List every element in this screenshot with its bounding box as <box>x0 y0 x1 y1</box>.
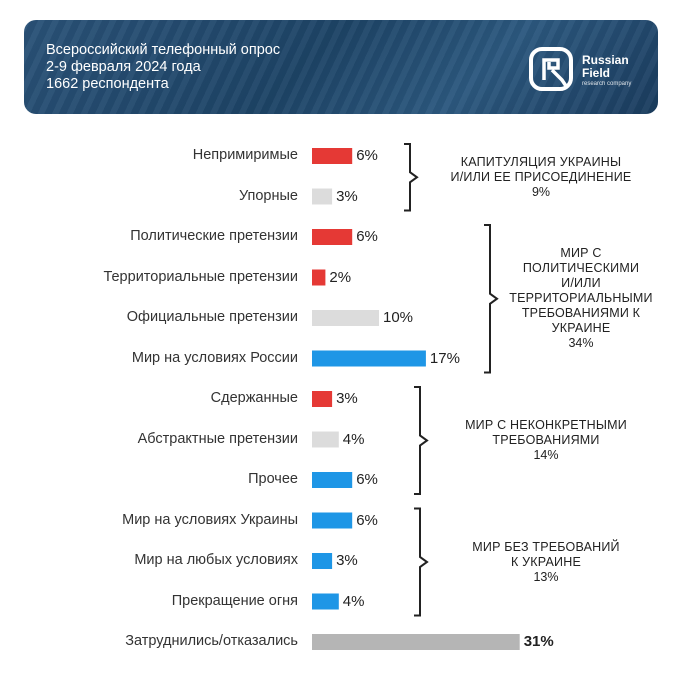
group-bracket <box>484 224 499 374</box>
survey-respondents: 1662 респондента <box>46 76 169 92</box>
value-label: 6% <box>356 471 378 488</box>
bar <box>312 431 339 448</box>
group-percent: 34% <box>568 336 594 351</box>
russian-field-logo: Russian Field research company <box>528 46 648 92</box>
bar <box>312 512 353 529</box>
logo-mark-icon <box>529 47 573 91</box>
category-label: Мир на условиях Украины <box>122 511 298 528</box>
group-label: УКРАИНЕ <box>551 321 611 336</box>
value-label: 31% <box>523 633 554 650</box>
category-label: Сдержанные <box>210 390 298 406</box>
group-label: МИР С <box>560 246 602 261</box>
bar <box>312 634 520 650</box>
category-label: Политические претензии <box>130 228 298 244</box>
survey-dates: 2-9 февраля 2024 года <box>46 59 201 75</box>
group-percent: 9% <box>531 184 551 199</box>
bar <box>312 148 353 164</box>
bar <box>312 188 333 205</box>
value-label: 6% <box>356 147 378 164</box>
bar <box>312 310 379 326</box>
group-label: ТРЕБОВАНИЯМИ К <box>521 306 641 321</box>
value-label: 6% <box>356 228 378 245</box>
bar <box>312 269 326 286</box>
category-label: Абстрактные претензии <box>137 430 298 447</box>
category-label: Прочее <box>248 471 298 487</box>
category-label: Мир на любых условиях <box>134 552 298 568</box>
category-label: Затруднились/отказались <box>125 633 298 649</box>
bar <box>312 350 426 367</box>
group-bracket <box>404 143 419 212</box>
bar <box>312 472 353 488</box>
bar <box>312 391 333 407</box>
group-label: И/ИЛИ ЕЕ ПРИСОЕДИНЕНИЕ <box>450 169 632 184</box>
group-label: МИР БЕЗ ТРЕБОВАНИЙ <box>472 539 620 554</box>
category-label: Территориальные претензии <box>103 268 298 285</box>
value-label: 4% <box>342 592 365 610</box>
survey-title: Всероссийский телефонный опрос <box>46 42 281 58</box>
value-label: 3% <box>336 187 358 205</box>
logo-subtitle: research company <box>582 81 632 87</box>
category-label: Непримиримые <box>192 147 298 163</box>
value-label: 10% <box>383 309 414 326</box>
bar <box>312 593 339 610</box>
value-label: 3% <box>336 552 358 569</box>
group-label: И/ИЛИ <box>561 276 601 291</box>
group-percent: 13% <box>533 569 559 584</box>
value-label: 3% <box>336 390 358 407</box>
category-label: Упорные <box>238 187 298 204</box>
group-label: МИР С НЕКОНКРЕТНЫМИ <box>465 418 627 432</box>
bar <box>312 553 333 569</box>
value-label: 4% <box>342 430 365 448</box>
logo-text: Russian Field research company <box>582 54 631 88</box>
value-label: 6% <box>356 511 378 529</box>
group-label: КАПИТУЛЯЦИЯ УКРАИНЫ <box>460 154 622 169</box>
value-label: 17% <box>429 349 460 367</box>
group-label: ТЕРРИТОРИАЛЬНЫМИ <box>509 291 653 306</box>
logo-word-2: Field <box>582 66 611 80</box>
group-label: ТРЕБОВАНИЯМИ <box>492 433 600 447</box>
header-banner: Всероссийский телефонный опрос 2-9 февра… <box>24 20 658 114</box>
group-bracket <box>414 507 429 617</box>
group-percent: 14% <box>533 448 559 462</box>
category-label: Прекращение огня <box>171 592 298 609</box>
bar <box>312 229 353 245</box>
category-label: Официальные претензии <box>126 309 298 325</box>
survey-info: Всероссийский телефонный опрос 2-9 февра… <box>46 42 280 93</box>
group-label: ПОЛИТИЧЕСКИМИ <box>522 261 640 276</box>
category-label: Мир на условиях России <box>131 349 298 366</box>
logo-word-1: Russian <box>582 53 629 67</box>
value-label: 2% <box>329 268 352 286</box>
group-label: К УКРАИНЕ <box>511 554 581 569</box>
group-bracket <box>414 386 429 495</box>
